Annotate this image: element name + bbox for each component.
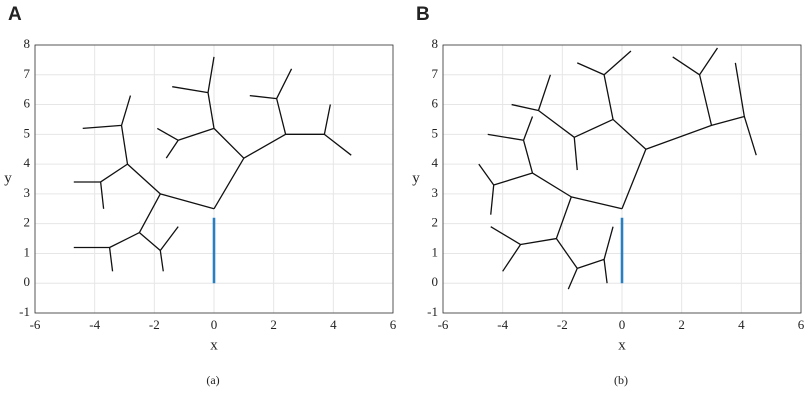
y-tick-label: 2	[24, 215, 31, 230]
tree-branch	[478, 47, 757, 290]
plot-frame	[442, 44, 802, 314]
x-tick-label: 4	[330, 317, 337, 332]
x-axis-label: x	[210, 337, 218, 353]
x-tick-label: 2	[678, 317, 685, 332]
panel-label: B	[416, 4, 430, 25]
y-tick-label: 5	[24, 125, 31, 140]
x-tick-label: -2	[149, 317, 160, 332]
y-tick-label: 3	[24, 185, 31, 200]
caption: (b)	[614, 373, 628, 387]
y-axis-label: y	[4, 170, 12, 186]
x-tick-label: 0	[211, 317, 218, 332]
x-tick-label: -6	[438, 317, 449, 332]
y-tick-label: 6	[432, 96, 439, 111]
plot-frame	[34, 44, 394, 314]
x-tick-label: -2	[557, 317, 568, 332]
y-tick-label: -1	[19, 304, 30, 319]
y-tick-label: -1	[427, 304, 438, 319]
y-tick-label: 1	[432, 244, 439, 259]
y-axis-label: y	[412, 170, 420, 186]
x-tick-label: 6	[390, 317, 397, 332]
x-tick-label: 4	[738, 317, 745, 332]
y-tick-label: 8	[24, 36, 31, 51]
x-tick-label: 2	[270, 317, 277, 332]
caption: (a)	[206, 373, 219, 387]
y-tick-label: 4	[24, 155, 31, 170]
x-axis-label: x	[618, 337, 626, 353]
y-tick-label: 3	[432, 185, 439, 200]
y-tick-label: 8	[432, 36, 439, 51]
tree-branch	[73, 56, 352, 272]
y-tick-label: 0	[432, 274, 439, 289]
x-tick-label: -4	[497, 317, 508, 332]
y-tick-label: 7	[24, 66, 31, 81]
y-tick-label: 1	[24, 244, 31, 259]
y-tick-label: 4	[432, 155, 439, 170]
panel-label: A	[8, 4, 22, 25]
y-tick-label: 6	[24, 96, 31, 111]
y-tick-label: 0	[24, 274, 31, 289]
x-tick-label: -6	[30, 317, 41, 332]
x-tick-label: 0	[619, 317, 626, 332]
y-tick-label: 5	[432, 125, 439, 140]
x-tick-label: 6	[798, 317, 805, 332]
y-tick-label: 2	[432, 215, 439, 230]
x-tick-label: -4	[89, 317, 100, 332]
y-tick-label: 7	[432, 66, 439, 81]
